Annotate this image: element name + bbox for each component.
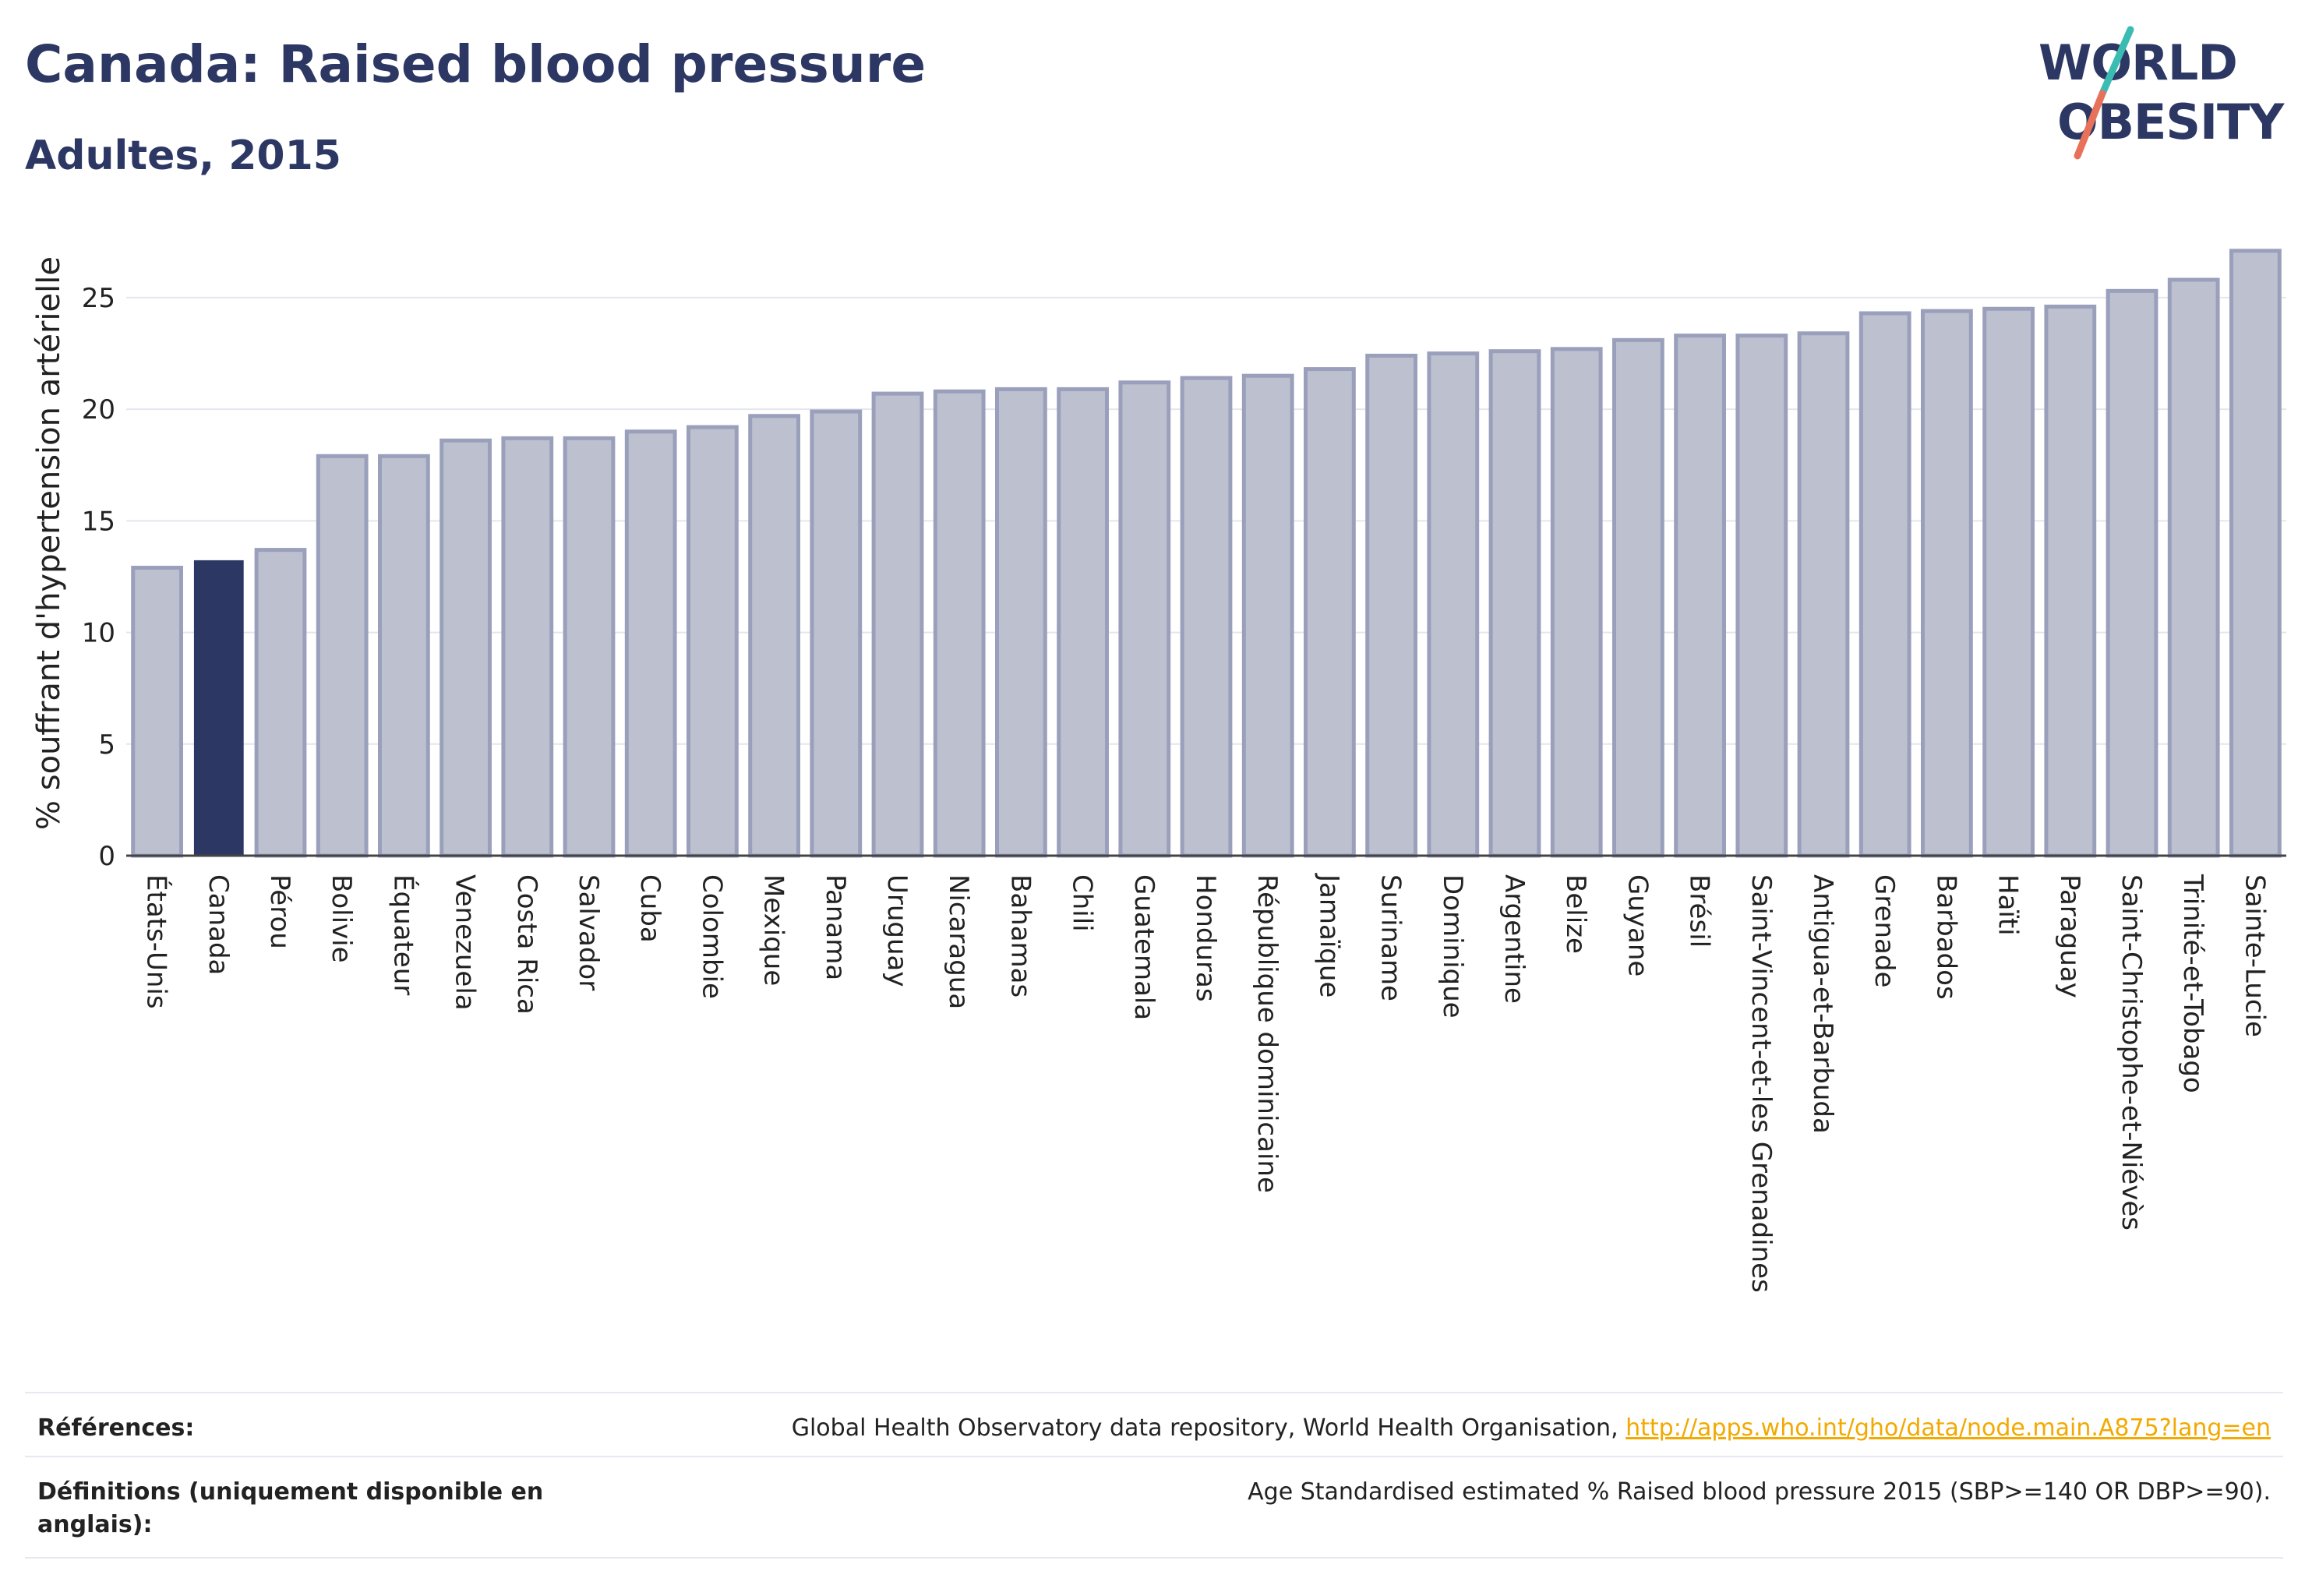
definitions-value: Age Standardised estimated % Raised bloo… <box>1248 1478 2271 1506</box>
x-tick-label: Mexique <box>758 874 789 986</box>
x-tick-label: Guatemala <box>1128 874 1160 1020</box>
x-tick-label: Saint-Christophe-et-Niévès <box>2116 874 2147 1231</box>
x-tick-label: Bolivie <box>326 874 357 963</box>
references-value: Global Health Observatory data repositor… <box>792 1412 2271 1445</box>
chart-title: Canada: Raised blood pressure <box>25 34 927 94</box>
bar <box>1797 331 1850 858</box>
x-tick-label: Costa Rica <box>511 874 542 1015</box>
definitions-label: Définitions (uniquement disponible en an… <box>37 1478 544 1538</box>
bar <box>563 436 616 858</box>
y-tick-label: 0 <box>98 841 115 872</box>
y-tick-label: 20 <box>82 394 115 425</box>
y-tick-label: 25 <box>82 283 115 314</box>
x-tick-label: Trinité-et-Tobago <box>2177 874 2208 1093</box>
bar <box>2044 304 2097 858</box>
footer: Références: Global Health Observatory da… <box>25 1392 2283 1559</box>
bar <box>1057 387 1109 858</box>
bar <box>1858 311 1911 858</box>
x-tick-label: Guyane <box>1622 874 1653 976</box>
bar <box>624 429 677 858</box>
bar <box>2106 288 2159 858</box>
x-tick-label: Sainte-Lucie <box>2239 874 2270 1037</box>
bar <box>1982 306 2035 858</box>
x-tick-label: Dominique <box>1437 874 1468 1019</box>
bar <box>1735 334 1788 858</box>
bar <box>1241 373 1294 858</box>
bar <box>2229 249 2282 858</box>
bar <box>1304 367 1356 858</box>
x-tick-label: Paraguay <box>2054 874 2085 998</box>
chart-subtitle: Adultes, 2015 <box>25 132 341 179</box>
x-tick-label: Salvador <box>573 874 604 990</box>
x-tick-label: Haïti <box>1993 874 2024 936</box>
bar <box>810 409 863 858</box>
bar <box>439 438 492 858</box>
footer-bottom-rule <box>25 1557 2283 1559</box>
logo-slash-teal <box>2099 26 2134 97</box>
x-tick-label: Panama <box>820 874 851 980</box>
x-tick-label: Pérou <box>264 874 295 949</box>
bar <box>378 454 430 858</box>
bar <box>193 560 244 857</box>
bar <box>2167 277 2220 858</box>
bar <box>995 387 1047 858</box>
x-tick-label: Nicaragua <box>943 874 974 1009</box>
logo-slash-red <box>2074 90 2106 160</box>
bar-chart: 0 5 10 15 20 25 % souffrant d'hypertension art… <box>31 249 2286 1293</box>
bar <box>748 414 800 858</box>
references-row: Références: Global Health Observatory da… <box>25 1392 2283 1456</box>
x-tick-label: Équateur <box>387 874 419 995</box>
references-text: Global Health Observatory data repositor… <box>791 1414 1626 1442</box>
x-tick-label: Venezuela <box>450 874 481 1011</box>
x-tick-label: Honduras <box>1190 874 1221 1002</box>
x-tick-label: Suriname <box>1375 874 1407 1001</box>
y-axis-label: % souffrant d'hypertension artérielle <box>31 256 67 830</box>
x-tick-label: Chili <box>1067 874 1098 932</box>
x-tick-label: République dominicaine <box>1251 874 1283 1193</box>
bar <box>1118 380 1171 858</box>
references-link[interactable]: http://apps.who.int/gho/data/node.main.A… <box>1626 1414 2271 1442</box>
bar <box>871 391 924 858</box>
y-tick-label: 15 <box>82 506 115 537</box>
x-tick-label: Uruguay <box>881 874 912 987</box>
x-tick-label: Antigua-et-Barbuda <box>1807 874 1838 1134</box>
x-tick-label: Grenade <box>1869 874 1900 987</box>
logo-line-1: WORLD <box>2038 34 2237 91</box>
definitions-row: Définitions (uniquement disponible en an… <box>25 1456 2283 1560</box>
x-tick-label: Cuba <box>634 874 665 943</box>
bar <box>501 436 554 858</box>
bar <box>1550 347 1603 858</box>
x-tick-label: Jamaïque <box>1313 873 1344 998</box>
bar <box>933 389 986 858</box>
x-tick-label: Colombie <box>696 874 727 999</box>
world-obesity-logo: WORLD OBESITY <box>2038 26 2286 160</box>
x-tick-label: Brésil <box>1684 874 1715 948</box>
bar <box>1180 376 1233 858</box>
x-tick-label: Saint-Vincent-et-les Grenadines <box>1746 874 1777 1293</box>
x-tick-label: Belize <box>1560 874 1591 954</box>
y-tick-label: 10 <box>82 618 115 649</box>
bar <box>1427 351 1480 858</box>
bar <box>1488 349 1541 858</box>
x-tick-label: Argentine <box>1498 874 1530 1004</box>
y-tick-label: 5 <box>98 729 115 761</box>
bar <box>687 425 739 858</box>
bar <box>1612 337 1664 858</box>
x-tick-label: États-Unis <box>141 874 173 1009</box>
x-tick-label: Barbados <box>1930 874 1961 1000</box>
bar <box>1365 353 1417 858</box>
bar <box>131 566 183 858</box>
x-tick-label: Bahamas <box>1004 874 1036 998</box>
bar <box>1921 309 1973 858</box>
references-label: Références: <box>37 1414 195 1442</box>
bar <box>254 548 307 858</box>
x-tick-label: Canada <box>203 874 234 975</box>
bar <box>1674 334 1726 858</box>
bar <box>316 454 369 858</box>
